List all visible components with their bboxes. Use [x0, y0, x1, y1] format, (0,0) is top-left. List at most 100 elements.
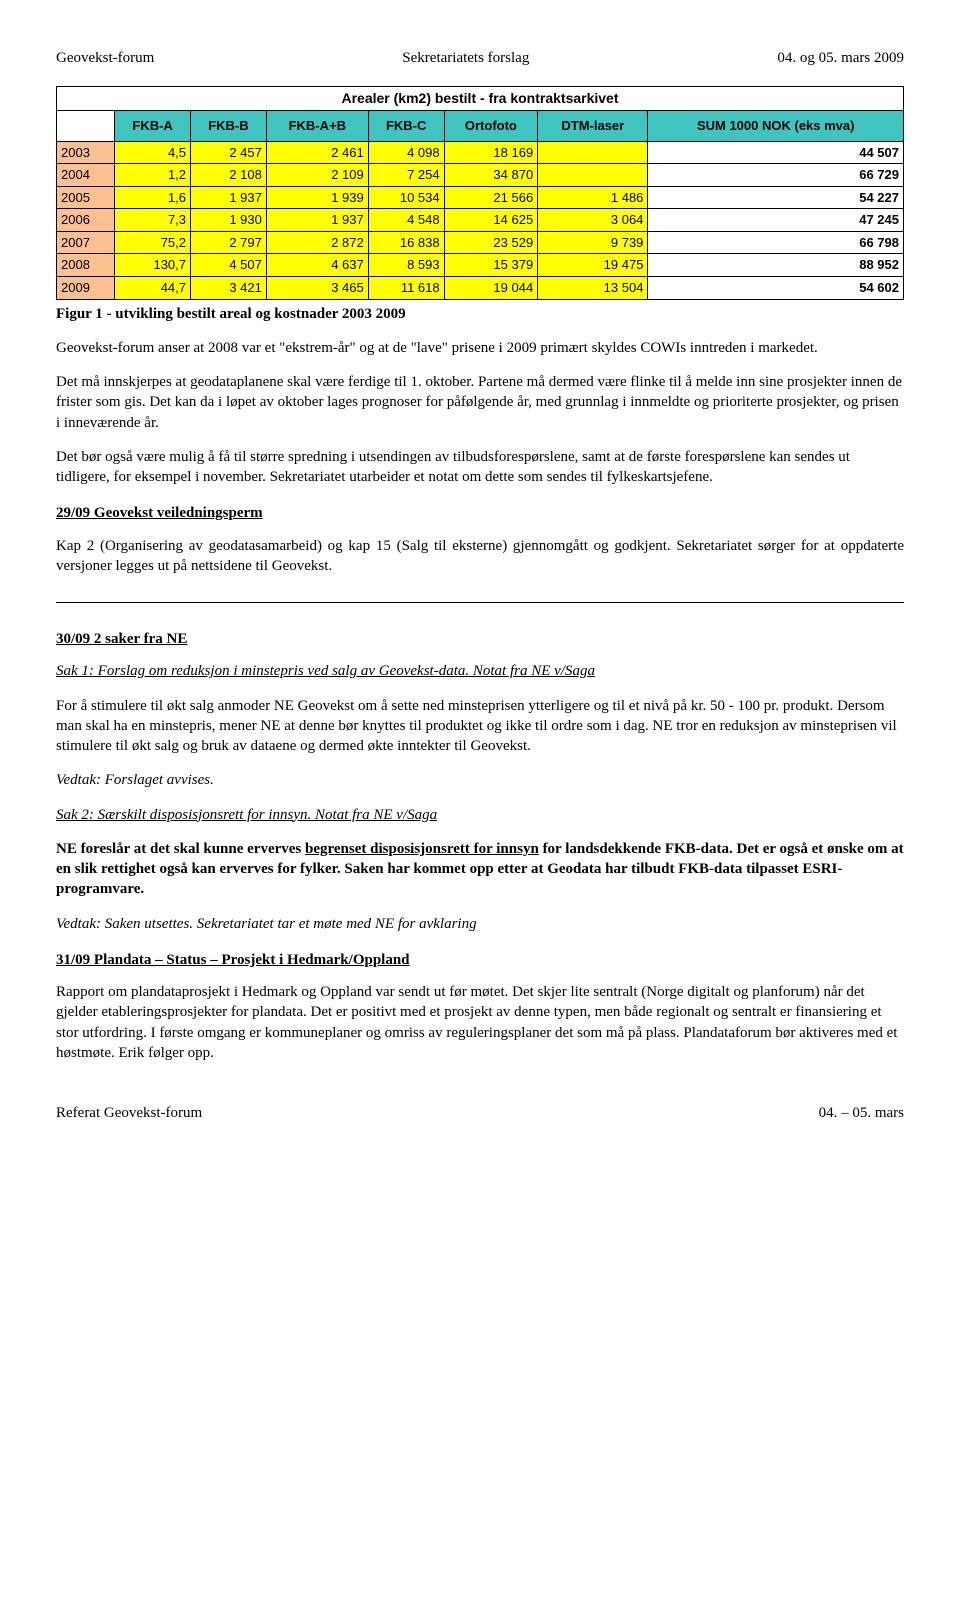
arealer-table: Arealer (km2) bestilt - fra kontraktsark… [56, 86, 904, 299]
cell-value: 2 457 [191, 141, 267, 164]
paragraph-3: Det bør også være mulig å få til større … [56, 447, 904, 488]
cell-value: 34 870 [444, 164, 538, 187]
cell-value: 19 475 [538, 254, 648, 277]
page-footer: Referat Geovekst-forum 04. – 05. mars [56, 1103, 904, 1123]
section-31-body: Rapport om plandataprosjekt i Hedmark og… [56, 982, 904, 1063]
cell-value: 1 937 [266, 209, 368, 232]
cell-year: 2004 [57, 164, 115, 187]
cell-value: 4 637 [266, 254, 368, 277]
cell-value: 4 507 [191, 254, 267, 277]
sak2-title: Sak 2: Særskilt disposisjonsrett for inn… [56, 805, 904, 825]
header-left: Geovekst-forum [56, 48, 154, 68]
cell-value: 1 486 [538, 186, 648, 209]
cell-sum: 44 507 [648, 141, 904, 164]
cell-sum: 66 798 [648, 231, 904, 254]
cell-value: 11 618 [368, 276, 444, 299]
cell-year: 2005 [57, 186, 115, 209]
col-sum: SUM 1000 NOK (eks mva) [648, 111, 904, 142]
cell-value: 8 593 [368, 254, 444, 277]
table-title-row: Arealer (km2) bestilt - fra kontraktsark… [57, 87, 904, 111]
col-ortofoto: Ortofoto [444, 111, 538, 142]
paragraph-1: Geovekst-forum anser at 2008 var et "eks… [56, 338, 904, 358]
table-row: 20041,22 1082 1097 25434 870 66 729 [57, 164, 904, 187]
cell-value: 3 465 [266, 276, 368, 299]
cell-value: 1,2 [115, 164, 191, 187]
paragraph-2: Det må innskjerpes at geodataplanene ska… [56, 372, 904, 433]
header-center: Sekretariatets forslag [402, 48, 529, 68]
table-row: 200775,22 7972 87216 83823 5299 73966 79… [57, 231, 904, 254]
col-fkb-ab: FKB-A+B [266, 111, 368, 142]
cell-value: 13 504 [538, 276, 648, 299]
sak1-body: For å stimulere til økt salg anmoder NE … [56, 696, 904, 757]
cell-value: 130,7 [115, 254, 191, 277]
col-blank [57, 111, 115, 142]
cell-year: 2007 [57, 231, 115, 254]
cell-value: 44,7 [115, 276, 191, 299]
sak1-vedtak: Vedtak: Forslaget avvises. [56, 770, 904, 790]
cell-value: 19 044 [444, 276, 538, 299]
col-fkb-c: FKB-C [368, 111, 444, 142]
cell-value: 1 939 [266, 186, 368, 209]
cell-value: 1 930 [191, 209, 267, 232]
cell-value [538, 141, 648, 164]
page-header: Geovekst-forum Sekretariatets forslag 04… [56, 48, 904, 68]
cell-value: 2 109 [266, 164, 368, 187]
cell-year: 2006 [57, 209, 115, 232]
cell-sum: 88 952 [648, 254, 904, 277]
sak2-body: NE foreslår at det skal kunne erverves b… [56, 839, 904, 900]
cell-value [538, 164, 648, 187]
section-30-title: 30/09 2 saker fra NE [56, 629, 904, 649]
cell-sum: 47 245 [648, 209, 904, 232]
section-29-body: Kap 2 (Organisering av geodatasamarbeid)… [56, 536, 904, 577]
cell-value: 3 064 [538, 209, 648, 232]
cell-value: 1 937 [191, 186, 267, 209]
table-title: Arealer (km2) bestilt - fra kontraktsark… [57, 87, 904, 111]
sak2-underlined: begrenset disposisjonsrett for innsyn [305, 841, 539, 857]
cell-value: 15 379 [444, 254, 538, 277]
table-row: 200944,73 4213 46511 61819 04413 50454 6… [57, 276, 904, 299]
cell-value: 9 739 [538, 231, 648, 254]
sak2-vedtak: Vedtak: Saken utsettes. Sekretariatet ta… [56, 914, 904, 934]
cell-value: 7,3 [115, 209, 191, 232]
cell-value: 10 534 [368, 186, 444, 209]
footer-right: 04. – 05. mars [819, 1103, 904, 1123]
cell-value: 23 529 [444, 231, 538, 254]
footer-left: Referat Geovekst-forum [56, 1103, 202, 1123]
cell-value: 21 566 [444, 186, 538, 209]
cell-year: 2008 [57, 254, 115, 277]
cell-value: 16 838 [368, 231, 444, 254]
table-row: 20051,61 9371 93910 53421 5661 48654 227 [57, 186, 904, 209]
col-dtm-laser: DTM-laser [538, 111, 648, 142]
col-fkb-a: FKB-A [115, 111, 191, 142]
cell-value: 2 108 [191, 164, 267, 187]
table-row: 20067,31 9301 9374 54814 6253 06447 245 [57, 209, 904, 232]
cell-value: 2 797 [191, 231, 267, 254]
cell-value: 3 421 [191, 276, 267, 299]
section-29-title: 29/09 Geovekst veiledningsperm [56, 503, 904, 523]
sak2-lead: NE foreslår at det skal kunne erverves [56, 841, 305, 857]
cell-year: 2003 [57, 141, 115, 164]
section-31-title: 31/09 Plandata – Status – Prosjekt i Hed… [56, 950, 904, 970]
cell-sum: 66 729 [648, 164, 904, 187]
cell-value: 7 254 [368, 164, 444, 187]
cell-sum: 54 227 [648, 186, 904, 209]
cell-value: 4 098 [368, 141, 444, 164]
separator [56, 602, 904, 603]
cell-value: 4,5 [115, 141, 191, 164]
table-header-row: FKB-A FKB-B FKB-A+B FKB-C Ortofoto DTM-l… [57, 111, 904, 142]
cell-value: 14 625 [444, 209, 538, 232]
cell-sum: 54 602 [648, 276, 904, 299]
cell-value: 1,6 [115, 186, 191, 209]
cell-year: 2009 [57, 276, 115, 299]
header-right: 04. og 05. mars 2009 [777, 48, 904, 68]
cell-value: 2 872 [266, 231, 368, 254]
table-row: 20034,52 4572 4614 09818 169 44 507 [57, 141, 904, 164]
figure-caption: Figur 1 - utvikling bestilt areal og kos… [56, 304, 904, 324]
cell-value: 2 461 [266, 141, 368, 164]
sak1-title: Sak 1: Forslag om reduksjon i minstepris… [56, 661, 904, 681]
cell-value: 75,2 [115, 231, 191, 254]
cell-value: 18 169 [444, 141, 538, 164]
table-row: 2008130,74 5074 6378 59315 37919 47588 9… [57, 254, 904, 277]
col-fkb-b: FKB-B [191, 111, 267, 142]
cell-value: 4 548 [368, 209, 444, 232]
